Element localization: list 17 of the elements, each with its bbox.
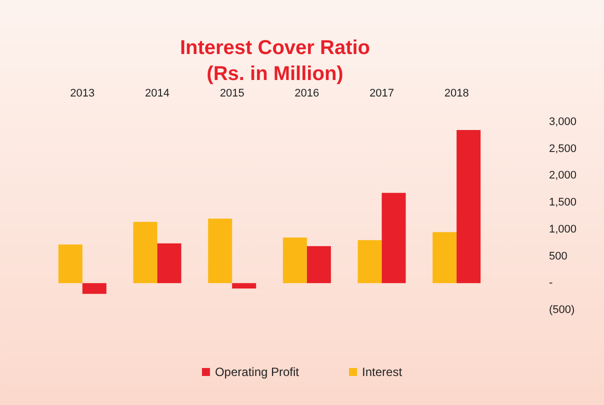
x-tick-label: 2014 xyxy=(145,88,170,100)
y-tick-label: 1,500 xyxy=(549,196,577,209)
x-tick-label: 2017 xyxy=(370,88,394,100)
x-tick-label: 2016 xyxy=(294,88,320,100)
y-tick-label: 500 xyxy=(549,250,568,262)
y-tick-label: 2,000 xyxy=(549,170,577,182)
x-tick-label: 2018 xyxy=(444,88,469,100)
x-tick-label: 2015 xyxy=(220,88,244,100)
legend-label: Interest xyxy=(362,365,403,379)
chart-title: Interest Cover Ratio (Rs. in Million) xyxy=(180,37,370,85)
y-tick-label: 3,000 xyxy=(549,116,577,128)
y-tick-label: - xyxy=(549,277,553,290)
y-tick-label: (500) xyxy=(549,304,575,316)
x-tick-label: 2013 xyxy=(70,88,95,100)
legend-label: Operating Profit xyxy=(214,365,300,379)
y-tick-label: 1,000 xyxy=(549,223,577,236)
y-tick-label: 2,500 xyxy=(549,142,577,155)
